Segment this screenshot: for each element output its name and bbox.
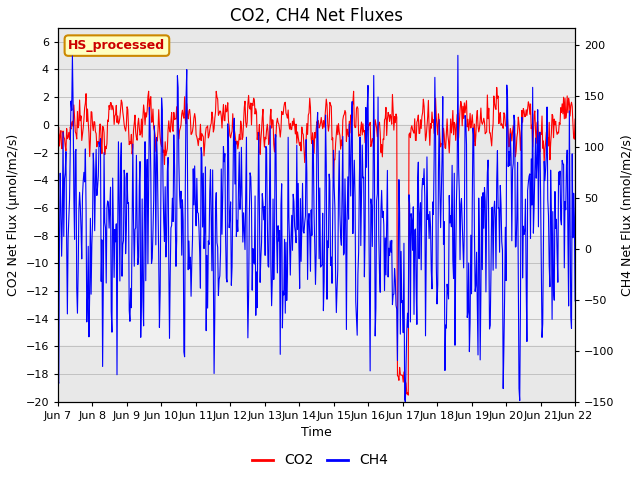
Bar bbox=[58, 236, 575, 291]
Bar bbox=[58, 125, 575, 153]
Title: CO2, CH4 Net Fluxes: CO2, CH4 Net Fluxes bbox=[230, 7, 403, 25]
Bar bbox=[58, 347, 575, 402]
Y-axis label: CO2 Net Flux (μmol/m2/s): CO2 Net Flux (μmol/m2/s) bbox=[7, 134, 20, 296]
Bar bbox=[58, 125, 575, 180]
Text: HS_processed: HS_processed bbox=[68, 39, 166, 52]
Y-axis label: CH4 Net Flux (nmol/m2/s): CH4 Net Flux (nmol/m2/s) bbox=[620, 134, 633, 296]
Legend: CO2, CH4: CO2, CH4 bbox=[246, 448, 394, 473]
Bar bbox=[58, 236, 575, 264]
Bar bbox=[58, 347, 575, 374]
X-axis label: Time: Time bbox=[301, 426, 332, 440]
Bar bbox=[58, 28, 575, 42]
Bar bbox=[58, 28, 575, 70]
